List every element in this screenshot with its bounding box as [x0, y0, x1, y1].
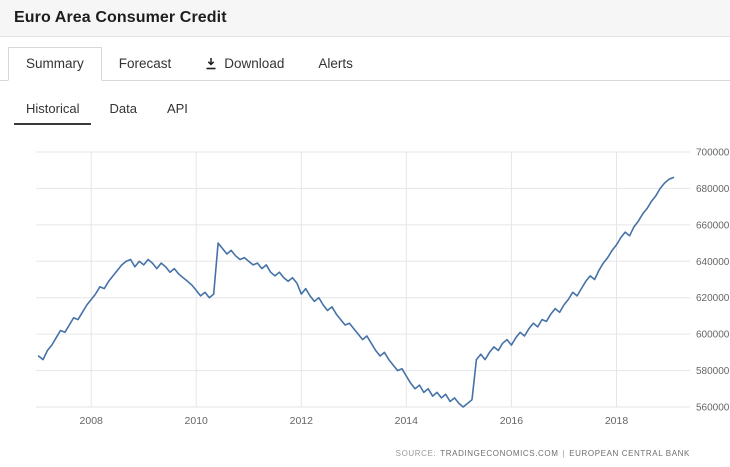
x-axis-label: 2014 — [395, 415, 419, 427]
source-attribution: SOURCE: TRADINGECONOMICS.COM | EUROPEAN … — [396, 449, 690, 458]
tab-summary[interactable]: Summary — [8, 47, 102, 81]
y-axis-label: 660000 — [696, 220, 730, 231]
subtab-data[interactable]: Data — [109, 101, 137, 116]
source-label: SOURCE: — [395, 449, 437, 458]
x-axis-label: 2010 — [185, 415, 209, 427]
x-axis-label: 2012 — [290, 415, 314, 427]
tab-alerts-label: Alerts — [318, 56, 353, 71]
subtab-api[interactable]: API — [166, 101, 188, 116]
main-tab-bar: Summary Forecast Download Alerts — [0, 37, 730, 81]
sub-tab-bar: Historical Data API — [0, 81, 730, 125]
page-header: Euro Area Consumer Credit — [0, 0, 730, 37]
source-provider[interactable]: TRADINGECONOMICS.COM — [440, 449, 559, 458]
y-axis-label: 700000 — [696, 148, 730, 159]
y-axis-label: 680000 — [696, 184, 730, 195]
y-axis-label: 640000 — [696, 257, 730, 268]
tab-download-label: Download — [224, 56, 285, 71]
subtab-historical[interactable]: Historical — [14, 96, 92, 125]
x-axis-label: 2016 — [500, 415, 524, 427]
tab-forecast-label: Forecast — [118, 56, 172, 71]
tab-summary-label: Summary — [26, 56, 84, 71]
download-icon — [205, 57, 217, 70]
source-separator: | — [562, 449, 566, 458]
y-axis-label: 620000 — [696, 293, 730, 304]
tab-download[interactable]: Download — [188, 48, 301, 80]
x-axis-label: 2018 — [605, 415, 629, 427]
x-axis-label: 2008 — [80, 415, 104, 427]
tab-alerts[interactable]: Alerts — [301, 48, 370, 80]
tab-forecast[interactable]: Forecast — [102, 48, 189, 80]
y-axis-label: 580000 — [696, 366, 730, 377]
chart-area: 560000 580000 600000 620000 640000 660000 6800… — [0, 139, 730, 436]
source-organization: EUROPEAN CENTRAL BANK — [569, 449, 690, 458]
y-axis-label: 560000 — [696, 403, 730, 414]
series-line — [37, 176, 675, 408]
y-axis-label: 600000 — [696, 330, 730, 341]
page-title: Euro Area Consumer Credit — [14, 9, 227, 26]
line-chart[interactable]: 560000 580000 600000 620000 640000 660000 6800… — [0, 139, 730, 431]
